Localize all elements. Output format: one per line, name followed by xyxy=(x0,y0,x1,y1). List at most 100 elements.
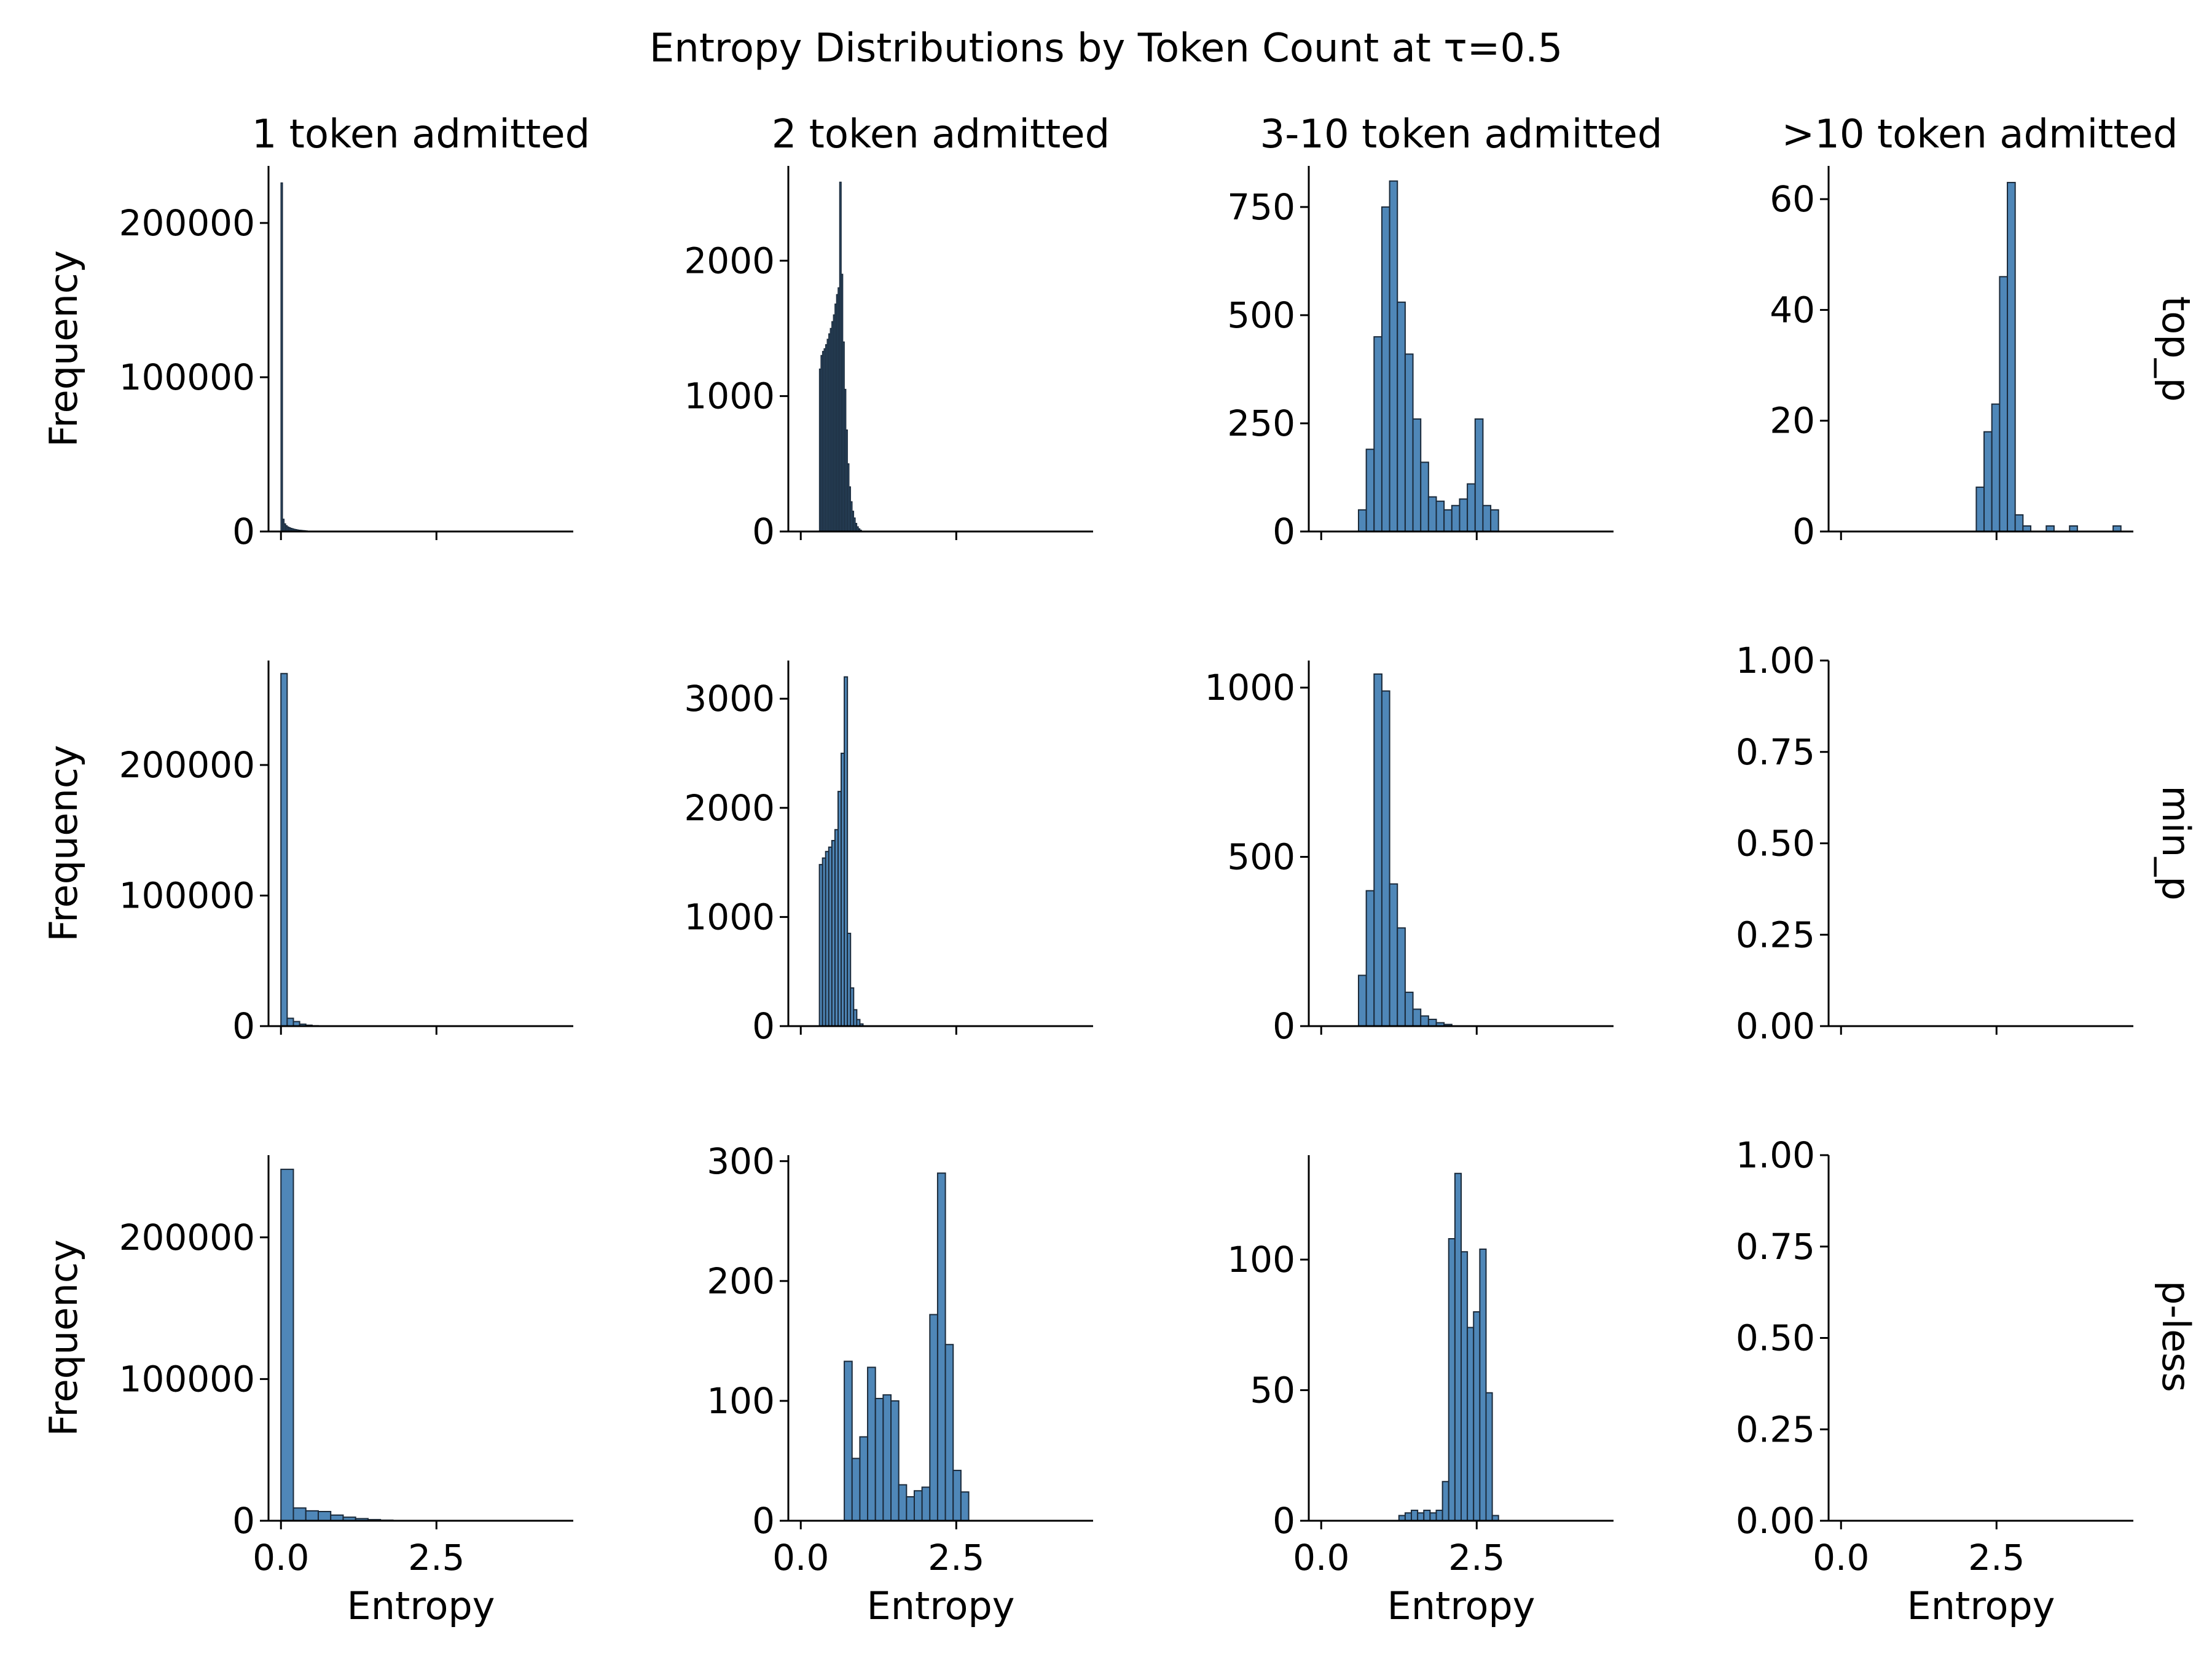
histogram-bar xyxy=(1427,496,1437,532)
row-label-p-less: p-less xyxy=(2154,1281,2198,1392)
y-tick-label: 3000 xyxy=(684,678,775,720)
histogram-bar xyxy=(1420,461,1429,533)
x-tick-label: 2.5 xyxy=(408,1537,465,1579)
y-tick-label: 750 xyxy=(1227,186,1295,228)
panel-top_p-2: 0 1000 2000 xyxy=(684,166,1093,552)
histogram-bar xyxy=(921,1486,931,1521)
panel-min_p-3: 0 500 1000 xyxy=(1204,661,1614,1047)
y-tick-label: 0.00 xyxy=(1736,1005,1815,1047)
histogram-bar xyxy=(1397,927,1406,1027)
histogram-bar xyxy=(1454,1172,1462,1521)
column-title-2: 2 token admitted xyxy=(772,112,1110,157)
histogram-bar xyxy=(913,1490,923,1521)
histogram-bar xyxy=(1467,483,1476,532)
histogram-bar xyxy=(944,1344,954,1521)
column-title-4: >10 token admitted xyxy=(1782,112,2178,157)
row-label-min-p: min_p xyxy=(2154,785,2198,900)
histogram-bar xyxy=(1373,673,1382,1027)
column-title-3: 3-10 token admitted xyxy=(1260,112,1662,157)
histogram-bar xyxy=(1411,1510,1419,1521)
histogram-bar xyxy=(1412,418,1422,532)
y-tick-label: 0 xyxy=(752,511,775,552)
x-axis-label: Entropy xyxy=(347,1583,495,1628)
histogram-bar xyxy=(1451,504,1461,532)
histogram-bar xyxy=(1474,418,1484,532)
histogram-bar xyxy=(898,1484,908,1521)
histogram-bar xyxy=(1467,1327,1475,1521)
histogram-bar xyxy=(1420,1015,1429,1027)
histogram-bar xyxy=(1381,206,1390,532)
histogram-bar xyxy=(960,1491,970,1521)
histogram-bar xyxy=(1365,890,1375,1027)
y-tick-label: 100000 xyxy=(119,875,255,917)
histogram-bar xyxy=(1479,1249,1487,1521)
histogram-bar xyxy=(1373,336,1382,532)
panel-min_p-1: 0 100000 200000 Frequency xyxy=(41,661,573,1047)
y-tick-label: 50 xyxy=(1250,1370,1295,1411)
histogram-bar xyxy=(882,1394,892,1521)
histogram-bar xyxy=(1490,509,1499,532)
y-tick-label: 100000 xyxy=(119,356,255,398)
histogram-bar xyxy=(867,1367,876,1522)
y-tick-label: 500 xyxy=(1227,836,1295,878)
row-label-top-p: top_p xyxy=(2154,296,2198,402)
histogram-bar xyxy=(952,1470,962,1522)
y-tick-label: 0 xyxy=(1792,511,1815,552)
histogram-bar xyxy=(1389,180,1398,532)
y-tick-label: 40 xyxy=(1770,289,1815,331)
y-tick-label: 0 xyxy=(232,511,255,552)
histogram-bar xyxy=(1423,1510,1431,1521)
y-tick-label: 0.00 xyxy=(1736,1500,1815,1542)
y-axis-label: Frequency xyxy=(41,1239,86,1436)
histogram-bar xyxy=(1429,1512,1437,1521)
y-tick-label: 1000 xyxy=(1204,667,1295,708)
x-axis-label: Entropy xyxy=(1907,1583,2055,1628)
histogram-bar xyxy=(1357,975,1367,1027)
histogram-bar xyxy=(1443,509,1453,532)
histogram-bar xyxy=(2014,514,2024,533)
panel-top_p-1: 0 100000 200000 Frequency xyxy=(41,166,573,552)
histogram-bar xyxy=(1459,498,1469,533)
y-tick-label: 20 xyxy=(1770,400,1815,442)
histogram-bar xyxy=(1397,301,1406,532)
x-tick-label: 2.5 xyxy=(1448,1537,1505,1579)
x-tick-label: 0.0 xyxy=(772,1537,829,1579)
histogram-bar xyxy=(1389,883,1398,1027)
histogram-bar xyxy=(1404,353,1414,532)
histogram-bar xyxy=(280,673,288,1027)
y-tick-label: 100 xyxy=(707,1380,775,1422)
y-axis-label: Frequency xyxy=(41,250,86,447)
panel-min_p-4: 0.00 0.25 0.50 0.75 1.00 xyxy=(1736,640,2133,1047)
y-tick-label: 500 xyxy=(1227,294,1295,336)
y-tick-label: 2000 xyxy=(684,240,775,281)
histogram-bar xyxy=(1461,1251,1469,1521)
histogram-bar xyxy=(280,1169,294,1522)
histogram-bar xyxy=(1441,1481,1449,1521)
histogram-bar xyxy=(936,1172,946,1521)
histogram-bar xyxy=(1435,1510,1443,1521)
y-tick-label: 200 xyxy=(707,1260,775,1302)
x-tick-label: 2.5 xyxy=(1968,1537,2025,1579)
histogram-bar xyxy=(1482,504,1492,532)
y-tick-label: 0.50 xyxy=(1736,1317,1815,1359)
histogram-bar xyxy=(1983,431,1993,532)
histogram-bar xyxy=(859,1436,869,1521)
panel-min_p-2: 0 1000 2000 3000 xyxy=(684,661,1093,1047)
y-tick-label: 0 xyxy=(232,1500,255,1542)
histogram-bar xyxy=(1365,449,1375,533)
histogram-bar xyxy=(1975,486,1985,533)
histogram-bar xyxy=(280,182,283,532)
y-tick-label: 0 xyxy=(1273,511,1295,552)
y-tick-label: 100000 xyxy=(119,1358,255,1400)
histogram-bar xyxy=(929,1314,938,1521)
y-tick-label: 0.75 xyxy=(1736,731,1815,773)
y-tick-label: 200000 xyxy=(119,202,255,244)
x-tick-label: 0.0 xyxy=(253,1537,309,1579)
column-title-1: 1 token admitted xyxy=(252,112,590,157)
panel-top_p-3: 0 250 500 750 xyxy=(1227,166,1614,552)
y-tick-label: 0 xyxy=(752,1005,775,1047)
figure-title: Entropy Distributions by Token Count at … xyxy=(649,26,1563,71)
